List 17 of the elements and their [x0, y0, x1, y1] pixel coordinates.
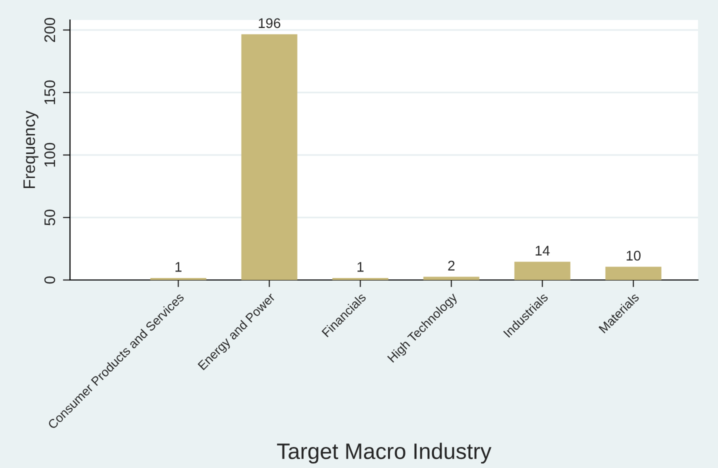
y-tick-label: 200 — [44, 18, 56, 42]
y-tick-label: 150 — [44, 80, 56, 104]
data-label: 196 — [258, 18, 280, 28]
bar — [605, 266, 662, 280]
y-tick-label: 0 — [44, 276, 56, 284]
data-label: 1 — [358, 262, 364, 272]
data-label: 10 — [626, 250, 641, 261]
data-label: 14 — [536, 246, 550, 256]
data-label: 2 — [448, 260, 455, 270]
x-axis-title: Target Macro Industry — [277, 442, 492, 464]
bar — [423, 276, 480, 280]
data-label: 1 — [176, 262, 182, 272]
y-tick-label: 100 — [44, 142, 56, 167]
bar — [241, 34, 298, 280]
y-axis-title: Frequency — [23, 110, 38, 188]
y-tick-label: 50 — [44, 210, 56, 226]
bar — [514, 262, 570, 280]
